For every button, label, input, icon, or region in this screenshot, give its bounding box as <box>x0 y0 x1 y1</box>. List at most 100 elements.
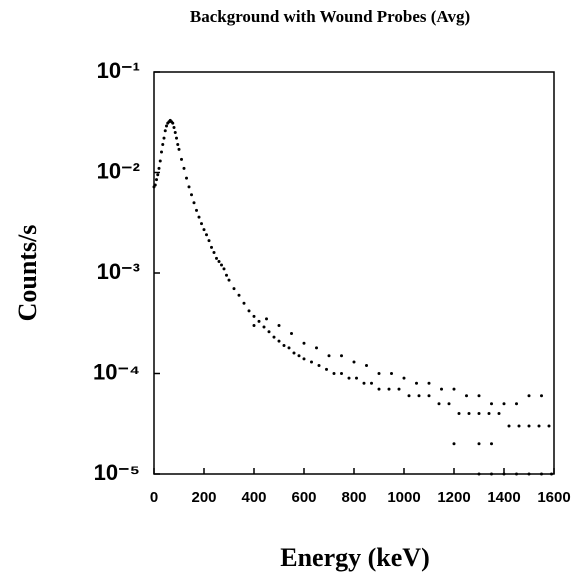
data-point <box>365 364 368 368</box>
data-point <box>157 166 161 170</box>
data-point <box>175 136 178 140</box>
x-axis-label: Energy (keV) <box>280 543 429 572</box>
x-tick-label: 0 <box>150 489 158 506</box>
data-point <box>225 273 228 277</box>
x-tick-label: 200 <box>191 489 216 506</box>
data-point <box>477 394 481 398</box>
data-point <box>527 472 531 476</box>
data-point <box>252 324 256 328</box>
x-tick-label: 1400 <box>487 489 520 506</box>
data-point <box>515 472 518 476</box>
data-point <box>417 394 421 398</box>
data-point <box>205 233 208 237</box>
data-point <box>302 357 306 361</box>
x-tick-label: 800 <box>341 489 366 506</box>
data-point <box>207 239 211 243</box>
data-point <box>267 330 271 334</box>
data-point <box>217 260 221 264</box>
data-point <box>447 402 451 406</box>
data-point <box>547 424 551 428</box>
data-point <box>180 157 183 161</box>
x-tick-label: 600 <box>291 489 316 506</box>
data-point <box>161 142 165 146</box>
data-point <box>490 402 493 406</box>
y-tick-label: 10⁻² <box>97 158 140 183</box>
plot-frame <box>153 71 555 475</box>
data-point <box>155 178 158 182</box>
data-point <box>477 472 481 476</box>
data-point <box>315 346 318 350</box>
x-tick-label: 1200 <box>437 489 470 506</box>
data-point <box>265 317 268 321</box>
data-point <box>242 301 246 305</box>
data-point <box>437 402 441 406</box>
data-point <box>355 376 358 380</box>
data-point <box>397 387 401 391</box>
data-point <box>377 387 381 391</box>
data-point <box>465 394 468 398</box>
data-point <box>332 372 336 375</box>
data-point <box>327 354 331 358</box>
data-point <box>440 387 443 391</box>
data-point <box>277 339 281 343</box>
data-point <box>387 387 391 391</box>
data-point <box>467 411 471 415</box>
y-tick-label: 10⁻⁴ <box>93 359 140 384</box>
data-point <box>415 381 418 385</box>
x-tick-label: 400 <box>241 489 266 506</box>
data-point <box>163 129 167 133</box>
data-point <box>527 424 531 428</box>
data-point <box>192 201 196 205</box>
data-point <box>477 442 481 446</box>
data-point <box>390 372 393 375</box>
data-point <box>370 381 373 385</box>
data-point <box>173 131 177 135</box>
data-point <box>407 394 411 398</box>
data-point <box>195 208 198 212</box>
data-point <box>210 245 213 249</box>
data-point <box>252 314 256 318</box>
chart-title: Background with Wound Probes (Avg) <box>190 7 470 26</box>
data-point <box>457 411 461 415</box>
data-point <box>497 411 501 415</box>
data-point <box>262 325 266 329</box>
data-point <box>257 319 261 323</box>
data-point <box>171 121 175 125</box>
data-point <box>158 159 162 163</box>
data-point <box>502 472 506 476</box>
data-point <box>540 394 543 398</box>
y-axis-label: Counts/s <box>13 225 42 322</box>
data-point <box>212 250 216 254</box>
data-point <box>222 267 226 271</box>
data-point <box>527 394 531 398</box>
data-point <box>507 424 511 428</box>
data-point <box>272 335 276 339</box>
data-point <box>287 346 291 350</box>
data-point <box>185 176 188 180</box>
data-point <box>215 256 218 260</box>
data-point <box>487 411 491 415</box>
x-tick-label: 1000 <box>387 489 420 506</box>
y-tick-label: 10⁻⁵ <box>94 460 140 485</box>
y-tick-label: 10⁻¹ <box>97 58 140 83</box>
data-point <box>517 424 521 428</box>
data-point <box>340 354 343 358</box>
data-point <box>452 387 456 391</box>
data-point <box>340 372 343 375</box>
data-point <box>477 411 481 415</box>
data-point <box>297 354 301 358</box>
data-point <box>172 126 176 130</box>
data-point <box>200 222 203 226</box>
data-point <box>502 402 506 406</box>
data-point <box>362 381 366 385</box>
data-point <box>427 394 431 398</box>
data-point <box>452 442 456 446</box>
data-point <box>190 193 193 197</box>
data-point <box>377 372 381 375</box>
data-point <box>153 183 157 187</box>
data-point <box>176 142 180 146</box>
data-point <box>490 472 493 476</box>
data-point <box>282 343 286 347</box>
data-point <box>165 124 168 128</box>
